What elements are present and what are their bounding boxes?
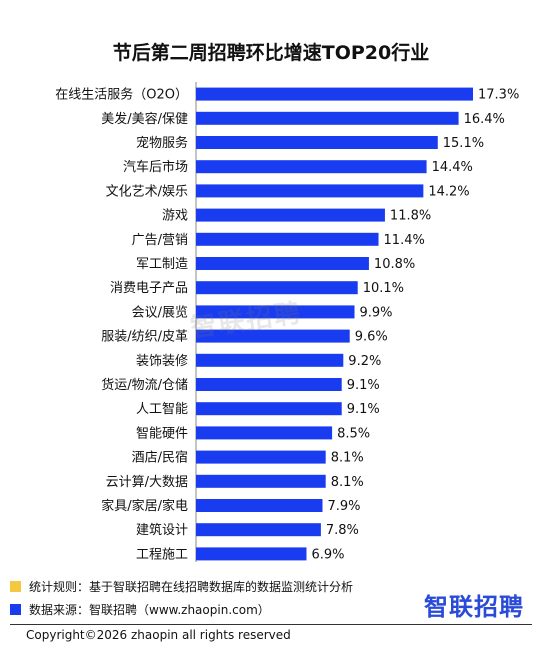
category-label: 广告/营销 <box>132 233 188 248</box>
category-label: 货运/物流/仓储 <box>101 377 188 393</box>
chart-title: 节后第二周招聘环比增速TOP20行业 <box>112 42 430 64</box>
bar <box>196 499 323 512</box>
category-label: 会议/展览 <box>132 304 188 320</box>
footer-divider <box>10 624 532 625</box>
category-label: 酒店/民宿 <box>132 450 188 466</box>
value-label: 11.4% <box>384 233 425 248</box>
value-label: 10.1% <box>363 281 404 296</box>
category-label: 汽车后市场 <box>123 159 188 175</box>
bar <box>196 450 326 464</box>
value-label: 9.1% <box>347 402 380 417</box>
note-source-text: 数据来源：智联招聘（www.zhaopin.com） <box>29 603 270 617</box>
bar <box>196 305 355 319</box>
bar <box>196 402 342 416</box>
category-label: 游戏 <box>162 209 188 224</box>
category-label: 人工智能 <box>136 402 188 417</box>
bar <box>196 208 385 222</box>
value-label: 7.8% <box>326 523 359 538</box>
value-label: 8.5% <box>337 426 370 441</box>
value-label: 9.9% <box>360 305 393 320</box>
bar <box>196 474 326 488</box>
value-label: 10.8% <box>374 257 415 272</box>
category-label: 家具/家居/家电 <box>101 498 188 514</box>
bar <box>196 111 459 125</box>
bar <box>196 523 321 537</box>
category-label: 工程施工 <box>136 547 188 562</box>
rule-swatch-icon <box>10 581 21 592</box>
category-label: 服装/纺织/皮革 <box>101 330 188 345</box>
category-label: 美发/美容/保健 <box>101 111 188 127</box>
bar <box>196 426 333 440</box>
bar <box>196 257 369 270</box>
value-label: 9.1% <box>347 378 380 393</box>
value-label: 11.8% <box>390 209 431 224</box>
value-label: 16.4% <box>464 112 505 127</box>
note-source-row: 数据来源：智联招聘（www.zhaopin.com） <box>10 601 270 618</box>
bar <box>196 87 473 101</box>
value-label: 9.2% <box>348 354 381 369</box>
copyright-text: Copyright©2026 zhaopin all rights reserv… <box>26 628 291 642</box>
note-rule-row: 统计规则：基于智联招聘在线招聘数据库的数据监测统计分析 <box>10 578 353 595</box>
category-label: 消费电子产品 <box>110 281 188 296</box>
bar <box>196 184 424 198</box>
category-label: 智能硬件 <box>136 426 188 441</box>
bar-chart: 在线生活服务（O2O） 17.3% 美发/美容/保健 16.4% 宠物服务 15.1% 汽车… <box>55 82 519 562</box>
bar <box>196 378 342 391</box>
category-label: 宠物服务 <box>136 135 188 151</box>
category-label: 文化艺术/娱乐 <box>106 184 188 199</box>
value-label: 6.9% <box>311 547 344 562</box>
value-label: 17.3% <box>478 88 519 103</box>
value-label: 7.9% <box>327 499 360 514</box>
bar <box>196 353 344 367</box>
value-label: 8.1% <box>331 475 364 490</box>
value-label: 14.2% <box>428 184 469 199</box>
note-rule-text: 统计规则：基于智联招聘在线招聘数据库的数据监测统计分析 <box>29 580 354 594</box>
value-label: 9.6% <box>355 330 388 345</box>
bar <box>196 136 438 149</box>
category-label: 装饰装修 <box>136 354 188 369</box>
category-label: 军工制造 <box>136 257 188 272</box>
category-label: 建筑设计 <box>136 522 188 538</box>
bar <box>196 547 307 561</box>
category-label: 云计算/大数据 <box>106 475 188 490</box>
value-label: 15.1% <box>443 136 484 151</box>
zhaopin-logo: 智联招聘 <box>424 593 524 621</box>
bar <box>196 160 427 174</box>
category-label: 在线生活服务（O2O） <box>55 87 188 103</box>
bar <box>196 232 379 246</box>
bar <box>196 281 358 295</box>
bar <box>196 329 350 343</box>
value-label: 14.4% <box>432 160 473 175</box>
value-label: 8.1% <box>331 451 364 466</box>
source-swatch-icon <box>10 604 21 615</box>
